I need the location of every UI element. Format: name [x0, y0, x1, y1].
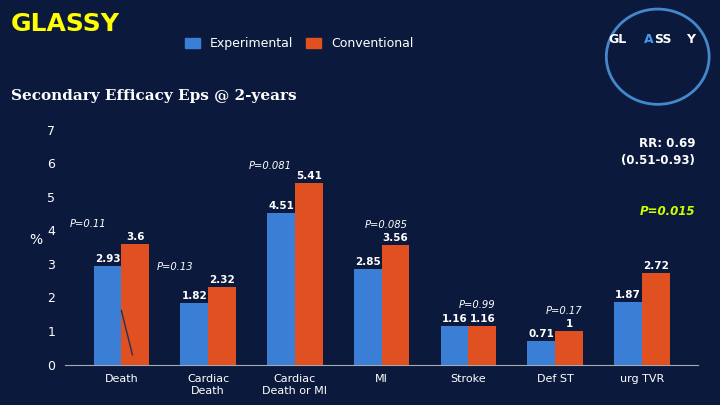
Text: P=0.11: P=0.11 — [70, 219, 107, 228]
Text: Secondary Efficacy Eps @ 2-years: Secondary Efficacy Eps @ 2-years — [11, 89, 297, 103]
Text: 3.56: 3.56 — [382, 233, 408, 243]
Text: P=0.015: P=0.015 — [640, 205, 696, 218]
Bar — [555, 331, 583, 364]
Text: P=0.13: P=0.13 — [157, 262, 194, 271]
Text: GLASSY: GLASSY — [11, 12, 120, 36]
Text: 1: 1 — [565, 319, 572, 329]
Text: 5.41: 5.41 — [296, 171, 322, 181]
Text: 1.87: 1.87 — [615, 290, 641, 300]
Bar — [382, 245, 410, 364]
Text: A: A — [644, 33, 654, 46]
Text: RR: 0.69
(0.51-0.93): RR: 0.69 (0.51-0.93) — [621, 136, 696, 166]
Text: GL: GL — [609, 33, 627, 46]
Text: 0.71: 0.71 — [528, 329, 554, 339]
Y-axis label: %: % — [30, 233, 42, 247]
Legend: Experimental, Conventional: Experimental, Conventional — [185, 37, 413, 50]
Text: 3.6: 3.6 — [126, 232, 145, 242]
Bar — [468, 326, 496, 364]
Text: 2.93: 2.93 — [94, 254, 120, 264]
Text: 2.85: 2.85 — [355, 257, 381, 267]
Text: 1.16: 1.16 — [469, 313, 495, 324]
Bar — [354, 269, 382, 364]
Text: 1.16: 1.16 — [441, 313, 467, 324]
Text: 2.32: 2.32 — [209, 275, 235, 285]
Bar — [122, 244, 149, 364]
Bar — [441, 326, 468, 364]
Text: 2.72: 2.72 — [643, 261, 669, 271]
Bar — [267, 213, 295, 364]
Text: Y: Y — [686, 33, 695, 46]
Text: 4.51: 4.51 — [268, 201, 294, 211]
Bar — [614, 302, 642, 365]
Text: P=0.085: P=0.085 — [364, 220, 408, 230]
Text: P=0.99: P=0.99 — [459, 301, 495, 311]
Bar — [295, 183, 323, 364]
Bar — [180, 303, 208, 365]
Text: 1.82: 1.82 — [181, 292, 207, 301]
Text: P=0.17: P=0.17 — [546, 306, 582, 316]
Text: SS: SS — [654, 33, 672, 46]
Bar — [642, 273, 670, 364]
Text: P=0.081: P=0.081 — [249, 161, 292, 171]
Bar — [208, 287, 236, 364]
Bar — [94, 266, 122, 364]
Bar — [527, 341, 555, 364]
